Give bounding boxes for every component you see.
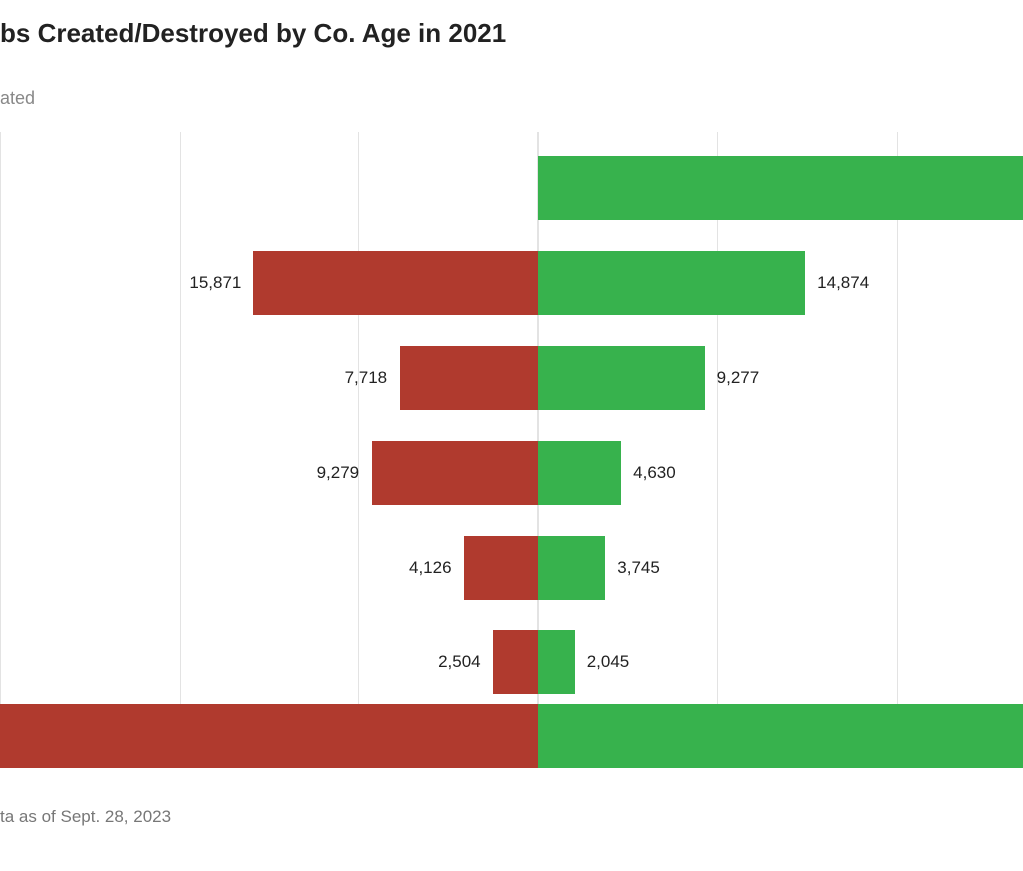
bar-negative: [464, 536, 538, 600]
bar-negative: [493, 630, 538, 694]
bar-positive: [538, 441, 621, 505]
bar-positive: [538, 156, 1023, 220]
chart-row: 14,874 15,871: [0, 251, 1023, 315]
chart-row: 9,277 7,718: [0, 346, 1023, 410]
value-label-negative: 7,718: [345, 346, 388, 410]
bar-negative: [0, 704, 538, 768]
value-label-negative: 15,871: [189, 251, 241, 315]
bar-positive: [538, 251, 805, 315]
chart-container: bs Created/Destroyed by Co. Age in 2021 …: [0, 0, 1023, 871]
value-label-positive: 14,874: [817, 251, 869, 315]
chart-row: [0, 156, 1023, 220]
bar-positive: [538, 630, 575, 694]
bar-positive: [538, 536, 605, 600]
chart-row: 3,745 4,126: [0, 536, 1023, 600]
chart-title: bs Created/Destroyed by Co. Age in 2021: [0, 18, 506, 49]
bar-negative: [372, 441, 538, 505]
value-label-positive: 9,277: [717, 346, 760, 410]
value-label-positive: 3,745: [617, 536, 660, 600]
bar-positive: [538, 346, 705, 410]
value-label-positive: 4,630: [633, 441, 676, 505]
value-label-positive: 2,045: [587, 630, 630, 694]
bar-negative: [400, 346, 538, 410]
value-label-negative: 4,126: [409, 536, 452, 600]
chart-plot-area: 14,874 15,871 9,277 7,718 4,630 9,279 3,745 4,1…: [0, 132, 1023, 768]
bar-positive: [538, 704, 1023, 768]
value-label-negative: 2,504: [438, 630, 481, 694]
chart-row: [0, 704, 1023, 768]
chart-row: 4,630 9,279: [0, 441, 1023, 505]
chart-row: 2,045 2,504: [0, 630, 1023, 694]
bar-negative: [253, 251, 538, 315]
value-label-negative: 9,279: [317, 441, 360, 505]
chart-legend-text: ated: [0, 88, 35, 109]
chart-source-text: ta as of Sept. 28, 2023: [0, 807, 171, 827]
